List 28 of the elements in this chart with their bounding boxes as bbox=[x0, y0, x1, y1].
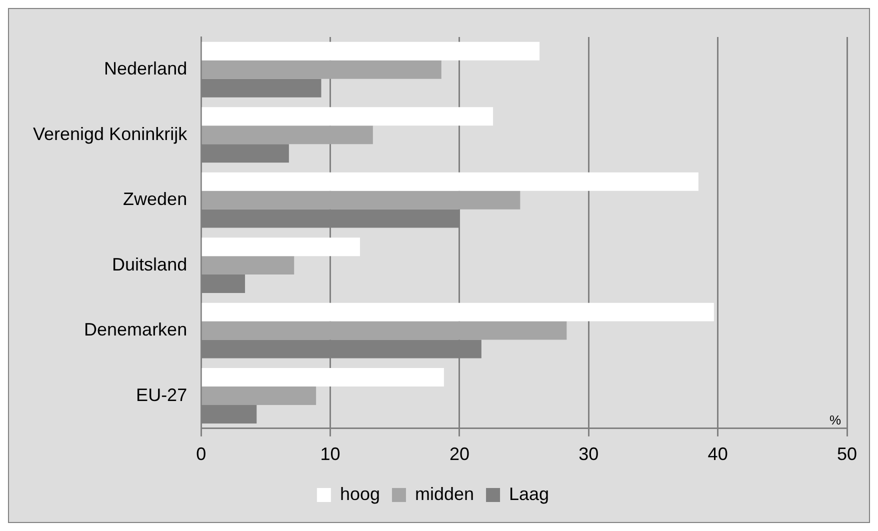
y-tick-label: Nederland bbox=[104, 58, 188, 79]
x-axis-title: % bbox=[829, 412, 842, 428]
bar bbox=[202, 60, 442, 79]
legend-label: midden bbox=[414, 484, 474, 504]
y-tick-label: Duitsland bbox=[112, 254, 188, 274]
x-tick-label: 0 bbox=[196, 444, 206, 464]
x-tick-label: 40 bbox=[708, 444, 728, 464]
y-tick-label: Verenigd Koninkrijk bbox=[32, 124, 188, 144]
bar bbox=[202, 368, 444, 387]
y-tick-label: EU-27 bbox=[136, 384, 188, 405]
bar bbox=[202, 107, 494, 126]
bar bbox=[202, 190, 520, 210]
bar bbox=[202, 321, 567, 340]
x-tick-label: 50 bbox=[836, 444, 858, 464]
bar bbox=[202, 42, 540, 60]
y-tick-label: Denemarken bbox=[84, 320, 188, 340]
legend-label: Laag bbox=[509, 484, 550, 504]
x-tick-label: 30 bbox=[578, 444, 599, 464]
bar bbox=[202, 386, 316, 406]
x-tick-label: 20 bbox=[449, 444, 470, 464]
bar bbox=[202, 302, 714, 322]
x-tick-label: 10 bbox=[320, 444, 340, 464]
bar bbox=[202, 256, 294, 275]
bar bbox=[202, 172, 698, 191]
y-tick-label: Zweden bbox=[123, 189, 188, 210]
legend-label: hoog bbox=[340, 484, 380, 504]
bar bbox=[202, 126, 373, 144]
bar bbox=[202, 238, 360, 256]
